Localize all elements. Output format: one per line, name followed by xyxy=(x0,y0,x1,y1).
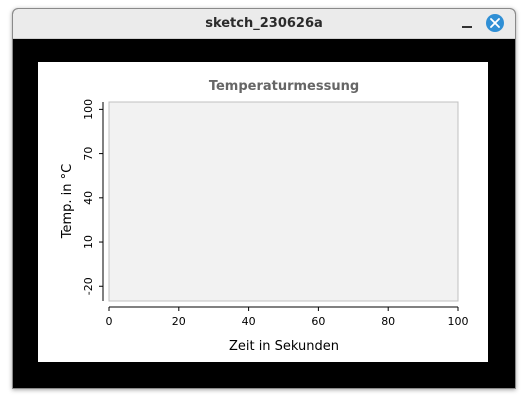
chart-title: Temperaturmessung xyxy=(209,79,359,94)
x-tick-label: 40 xyxy=(242,315,256,328)
y-tick-label: 100 xyxy=(82,99,95,120)
x-tick-label: 100 xyxy=(448,315,469,328)
x-axis-ticks: 0 20 40 60 80 100 xyxy=(106,307,469,328)
minimize-icon[interactable] xyxy=(458,14,476,32)
x-axis-label: Zeit in Sekunden xyxy=(229,339,339,354)
x-tick-label: 0 xyxy=(106,315,113,328)
plot-area xyxy=(108,101,459,302)
title-bar[interactable]: sketch_230626a xyxy=(13,9,515,39)
x-tick-label: 20 xyxy=(172,315,186,328)
close-icon[interactable] xyxy=(486,14,504,32)
temperature-chart: Temperaturmessung -20 10 40 70 100 0 20 40 60 80… xyxy=(60,79,469,354)
y-axis-ticks: -20 10 40 70 100 xyxy=(82,99,103,295)
y-tick-label: 70 xyxy=(82,147,95,161)
sketch-canvas: Temperaturmessung -20 10 40 70 100 0 20 40 60 80… xyxy=(38,62,488,362)
x-tick-label: 60 xyxy=(311,315,325,328)
y-tick-label: -20 xyxy=(82,277,95,295)
close-x-glyph xyxy=(490,18,500,28)
y-tick-label: 40 xyxy=(82,191,95,205)
y-tick-label: 10 xyxy=(82,235,95,249)
app-window: sketch_230626a Temperaturmessung -20 10 40… xyxy=(12,8,516,389)
y-axis-label: Temp. in °C xyxy=(60,164,75,239)
window-title: sketch_230626a xyxy=(205,16,323,31)
x-tick-label: 80 xyxy=(381,315,395,328)
